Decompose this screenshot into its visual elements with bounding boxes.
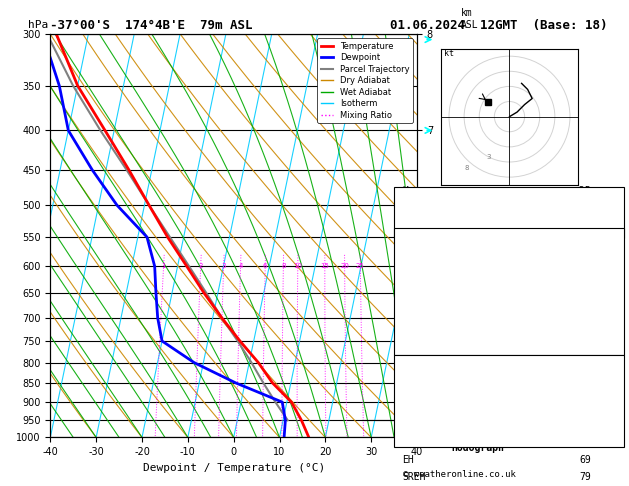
Text: Pressure (mb): Pressure (mb): [403, 360, 479, 370]
Text: 0: 0: [586, 410, 591, 419]
Text: 20: 20: [340, 263, 349, 269]
Text: θₑ (K): θₑ (K): [403, 377, 438, 386]
Text: 1: 1: [161, 263, 166, 269]
Text: 5: 5: [586, 294, 591, 303]
Text: Lifted Index: Lifted Index: [403, 393, 473, 403]
Text: Temp (°C): Temp (°C): [403, 244, 455, 254]
Text: km
ASL: km ASL: [461, 8, 479, 30]
X-axis label: Dewpoint / Temperature (°C): Dewpoint / Temperature (°C): [143, 463, 325, 473]
Text: 25: 25: [356, 263, 365, 269]
Y-axis label: Mixing Ratio (g/kg): Mixing Ratio (g/kg): [440, 190, 450, 282]
Text: 11: 11: [579, 260, 591, 270]
Text: Totals Totals: Totals Totals: [403, 199, 479, 208]
Text: 0: 0: [586, 327, 591, 336]
Text: 8: 8: [464, 165, 469, 171]
Text: PW (cm): PW (cm): [403, 211, 443, 221]
Text: 79: 79: [579, 472, 591, 482]
Text: 16.4: 16.4: [568, 244, 591, 254]
Text: -25: -25: [574, 187, 591, 196]
Legend: Temperature, Dewpoint, Parcel Trajectory, Dry Adiabat, Wet Adiabat, Isotherm, Mi: Temperature, Dewpoint, Parcel Trajectory…: [318, 38, 413, 123]
Text: SREH: SREH: [403, 472, 426, 482]
Text: CAPE (J): CAPE (J): [403, 310, 450, 320]
Text: 27: 27: [579, 199, 591, 208]
Text: Most Unstable: Most Unstable: [440, 348, 516, 358]
Text: Surface: Surface: [457, 230, 499, 240]
Text: 15: 15: [320, 263, 329, 269]
Text: CAPE (J): CAPE (J): [403, 410, 450, 419]
Text: 0: 0: [586, 426, 591, 436]
Text: θₑ(K): θₑ(K): [403, 277, 432, 287]
Text: hPa: hPa: [28, 20, 48, 30]
Text: 311: 311: [574, 377, 591, 386]
Text: 0: 0: [586, 310, 591, 320]
Text: kt: kt: [445, 49, 455, 58]
Text: 3: 3: [221, 263, 226, 269]
Text: 1018: 1018: [568, 360, 591, 370]
Text: 6: 6: [263, 263, 267, 269]
Text: 0.82: 0.82: [568, 211, 591, 221]
Text: CIN (J): CIN (J): [403, 327, 443, 336]
Text: -37°00'S  174°4B'E  79m ASL: -37°00'S 174°4B'E 79m ASL: [50, 19, 253, 33]
Text: CIN (J): CIN (J): [403, 426, 443, 436]
Text: 10: 10: [293, 263, 303, 269]
Text: Hodograph: Hodograph: [452, 443, 504, 453]
Text: 69: 69: [579, 455, 591, 465]
Text: 5: 5: [586, 393, 591, 403]
Text: K: K: [403, 187, 408, 196]
Text: 2: 2: [199, 263, 203, 269]
Text: EH: EH: [403, 455, 415, 465]
Text: 3: 3: [487, 154, 491, 160]
Text: Lifted Index: Lifted Index: [403, 294, 473, 303]
Text: 01.06.2024  12GMT  (Base: 18): 01.06.2024 12GMT (Base: 18): [390, 19, 608, 33]
Text: Dewp (°C): Dewp (°C): [403, 260, 455, 270]
Text: 4: 4: [238, 263, 243, 269]
Text: 8: 8: [281, 263, 286, 269]
Text: 311: 311: [574, 277, 591, 287]
Text: © weatheronline.co.uk: © weatheronline.co.uk: [403, 470, 515, 479]
